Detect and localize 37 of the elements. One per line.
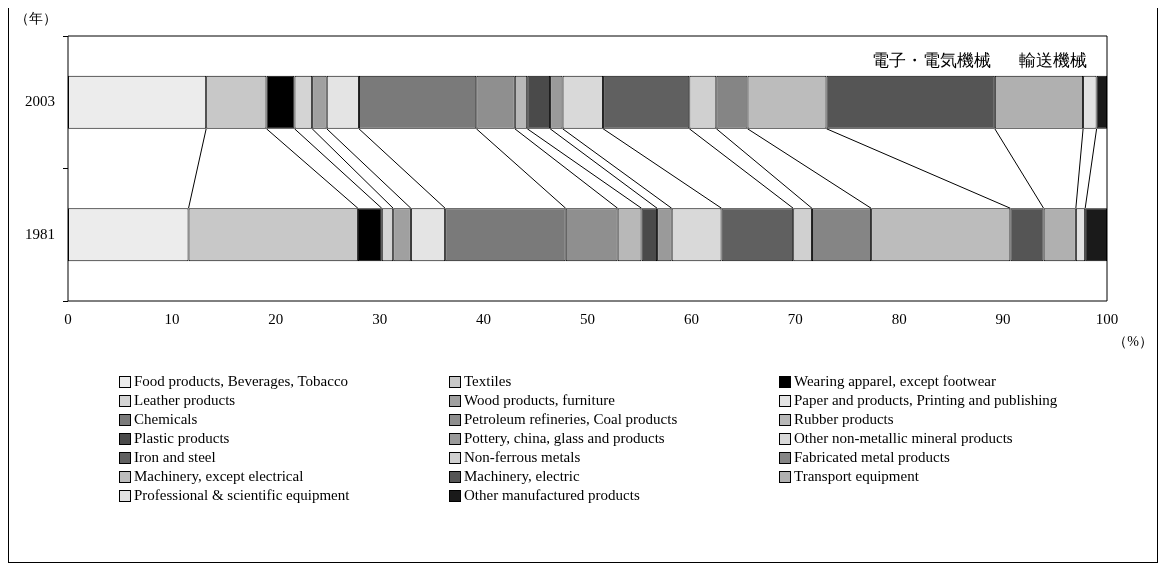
x-tick-label: 10: [164, 310, 180, 327]
legend-label: Transport equipment: [794, 468, 919, 485]
x-tick-label: 60: [683, 310, 699, 327]
annotation: 輸送機械: [1019, 50, 1087, 70]
legend-label: Wearing apparel, except footwear: [794, 373, 997, 390]
legend-label: Pottery, china, glass and products: [464, 430, 665, 447]
legend-label: Plastic products: [134, 430, 230, 447]
legend-label: Machinery, electric: [464, 468, 580, 485]
legend-label: Iron and steel: [134, 449, 216, 466]
legend-label: Other non-metallic mineral products: [794, 430, 1013, 447]
legend-label: Rubber products: [794, 411, 894, 428]
annotation: 電子・電気機械: [872, 50, 991, 70]
legend-label: Machinery, except electrical: [134, 468, 304, 485]
legend-label: Leather products: [134, 392, 236, 409]
x-tick-label: 0: [64, 310, 72, 327]
y-tick-label: 2003: [25, 93, 55, 110]
legend-label: Wood products, furniture: [464, 392, 615, 409]
x-tick-label: 80: [891, 310, 907, 327]
legend-label: Petroleum refineries, Coal products: [464, 411, 678, 428]
y-axis-title: （年）: [15, 10, 57, 26]
legend-label: Textiles: [464, 373, 512, 390]
x-axis-title: （%）: [1113, 333, 1153, 349]
legend-label: Professional & scientific equipment: [134, 487, 350, 504]
x-tick-label: 40: [476, 310, 492, 327]
legend-label: Paper and products, Printing and publishing: [794, 392, 1058, 409]
legend-label: Other manufactured products: [464, 487, 640, 504]
x-tick-label: 70: [787, 310, 803, 327]
x-tick-label: 50: [580, 310, 595, 327]
legend-label: Food products, Beverages, Tobacco: [134, 373, 349, 390]
legend-label: Fabricated metal products: [794, 449, 950, 466]
legend-label: Non-ferrous metals: [464, 449, 581, 466]
legend-label: Chemicals: [134, 411, 198, 428]
x-tick-label: 90: [995, 310, 1011, 327]
y-tick-label: 1981: [25, 225, 55, 242]
x-tick-label: 20: [268, 310, 284, 327]
x-tick-label: 100: [1095, 310, 1119, 327]
x-tick-label: 30: [372, 310, 388, 327]
